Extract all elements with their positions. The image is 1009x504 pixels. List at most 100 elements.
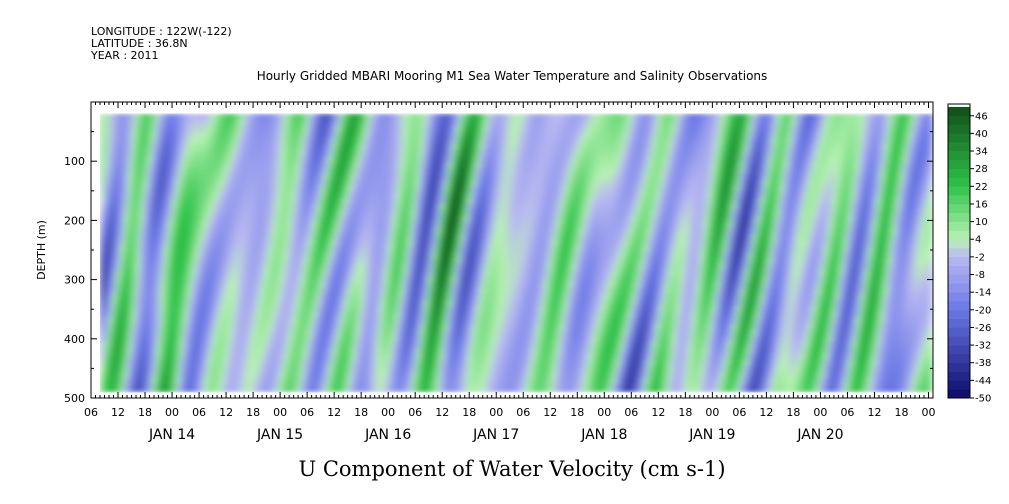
heat-cell (308, 119, 313, 127)
heat-cell (356, 305, 361, 313)
heat-cell (244, 257, 249, 265)
heat-cell (416, 389, 421, 393)
heat-cell (296, 299, 301, 307)
heat-cell (376, 191, 381, 199)
heat-cell (492, 251, 497, 259)
heat-cell (312, 257, 317, 265)
heat-cell (304, 293, 309, 301)
heat-cell (192, 191, 197, 199)
heat-cell (480, 173, 485, 181)
heat-cell (368, 209, 373, 217)
heat-cell (160, 251, 165, 259)
heat-cell (320, 167, 325, 175)
heat-cell (196, 293, 201, 301)
heat-cell (152, 161, 157, 169)
heat-cell (436, 173, 441, 181)
heat-cell (436, 149, 441, 157)
heat-cell (304, 311, 309, 319)
heat-cell (100, 161, 105, 169)
heat-cell (200, 299, 205, 307)
heat-cell (424, 311, 429, 319)
heat-cell (392, 173, 397, 181)
heat-cell (316, 161, 321, 169)
heat-cell (280, 287, 285, 295)
heat-cell (356, 353, 361, 361)
heat-cell (316, 377, 321, 385)
heat-cell (420, 203, 425, 211)
heat-cell (136, 293, 141, 301)
heat-cell (272, 317, 277, 325)
heat-cell (304, 377, 309, 385)
heat-cell (336, 203, 341, 211)
heat-cell (432, 263, 437, 271)
heat-cell (436, 359, 441, 367)
heat-cell (388, 317, 393, 325)
heat-cell (208, 371, 213, 379)
heat-cell (348, 317, 353, 325)
heat-cell (284, 131, 289, 139)
heat-cell (436, 257, 441, 265)
heat-cell (420, 329, 425, 337)
heat-cell (208, 311, 213, 319)
heat-cell (128, 125, 133, 133)
heat-cell (168, 125, 173, 133)
heat-cell (172, 143, 177, 151)
heat-cell (116, 155, 121, 163)
heat-cell (144, 377, 149, 385)
heat-cell (128, 233, 133, 241)
heat-cell (392, 227, 397, 235)
heat-cell (280, 137, 285, 145)
heat-cell (420, 359, 425, 367)
heat-cell (512, 125, 517, 133)
heat-cell (228, 383, 233, 391)
heat-cell (172, 161, 177, 169)
heat-cell (512, 371, 517, 379)
heat-cell (348, 371, 353, 379)
heat-cell (104, 305, 109, 313)
heat-cell (392, 209, 397, 217)
heat-cell (172, 131, 177, 139)
heat-cell (440, 299, 445, 307)
heat-cell (300, 197, 305, 205)
heat-cell (196, 287, 201, 295)
heat-cell (356, 197, 361, 205)
heat-cell (108, 335, 113, 343)
heat-cell (124, 191, 129, 199)
heat-cell (280, 155, 285, 163)
heat-cell (480, 305, 485, 313)
heat-cell (404, 149, 409, 157)
heat-cell (416, 227, 421, 235)
heat-cell (236, 155, 241, 163)
heat-cell (220, 239, 225, 247)
heat-cell (252, 197, 257, 205)
heat-cell (148, 383, 153, 391)
heat-cell (388, 131, 393, 139)
heat-cell (396, 329, 401, 337)
heat-cell (196, 131, 201, 139)
heat-cell (476, 143, 481, 151)
heat-cell (136, 161, 141, 169)
heat-cell (240, 167, 245, 175)
heat-cell (480, 227, 485, 235)
heat-cell (472, 371, 477, 379)
heat-cell (376, 149, 381, 157)
heat-cell (228, 113, 233, 121)
heat-cell (296, 185, 301, 193)
heat-cell (408, 257, 413, 265)
heat-cell (184, 365, 189, 373)
heat-cell (320, 143, 325, 151)
heat-cell (396, 377, 401, 385)
heat-cell (276, 299, 281, 307)
heat-cell (500, 353, 505, 361)
heat-cell (124, 143, 129, 151)
heat-cell (236, 239, 241, 247)
heat-cell (324, 245, 329, 253)
heat-cell (156, 299, 161, 307)
heat-cell (176, 305, 181, 313)
heat-cell (468, 359, 473, 367)
heat-cell (332, 365, 337, 373)
heat-cell (136, 191, 141, 199)
heat-cell (464, 209, 469, 217)
heat-cell (256, 191, 261, 199)
heat-cell (496, 239, 501, 247)
